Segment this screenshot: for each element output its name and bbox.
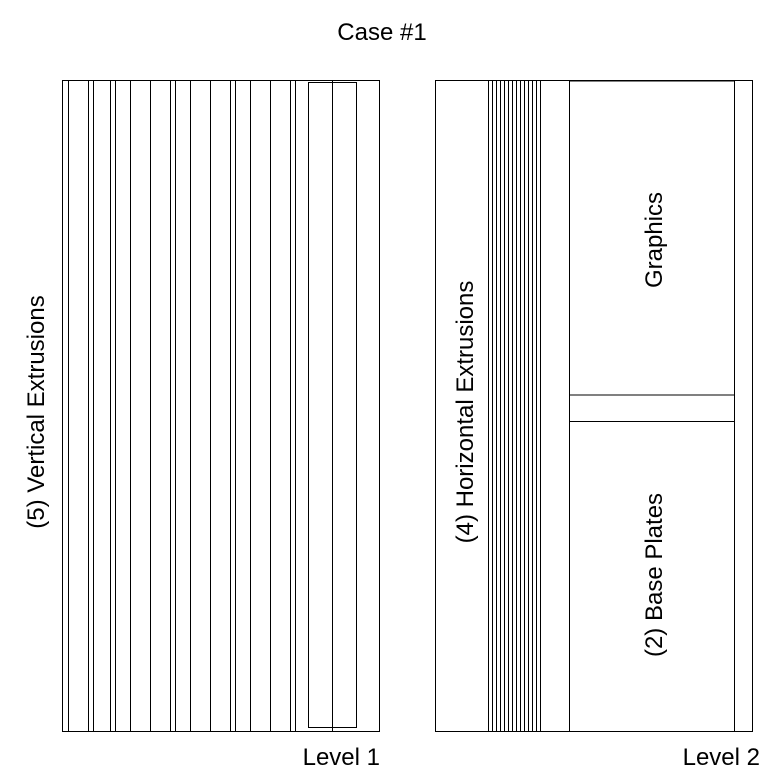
graphics-label: Graphics: [641, 192, 668, 288]
vertical-extrusions-label: (5) Vertical Extrusions: [23, 295, 50, 528]
level-1-panel: (5) Vertical Extrusions Level 1: [23, 80, 380, 771]
case-title: Case #1: [337, 19, 426, 46]
level-2-outline: [435, 80, 753, 732]
level-1-label: Level 1: [303, 744, 380, 771]
graphics-box: [569, 80, 735, 396]
level-2-label: Level 2: [683, 744, 760, 771]
level-2-panel: (4) Horizontal Extrusions Graphics (2) B…: [435, 80, 760, 771]
horizontal-extrusion-lines: [488, 81, 570, 731]
base-plates-label: (2) Base Plates: [641, 493, 668, 657]
vertical-extrusion-highlight: [308, 82, 357, 728]
horizontal-extrusions-label: (4) Horizontal Extrusions: [452, 281, 479, 544]
base-plates-box: [569, 421, 735, 732]
vertical-extrusion-lines: [68, 81, 333, 731]
level-1-outline: [62, 80, 380, 732]
